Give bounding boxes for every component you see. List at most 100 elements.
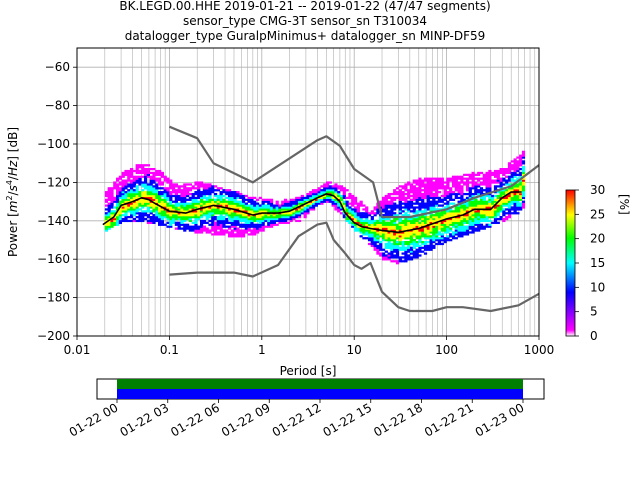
density-cell: [460, 175, 464, 178]
density-cell: [121, 192, 125, 196]
density-cell: [116, 204, 120, 207]
density-cell: [415, 198, 419, 201]
density-cell: [116, 200, 120, 203]
density-cell: [286, 217, 290, 221]
density-cell: [202, 212, 206, 215]
density-cell: [241, 214, 246, 217]
density-cell: [426, 216, 430, 219]
density-cell: [157, 194, 162, 198]
density-cell: [454, 214, 458, 217]
density-cell: [183, 183, 187, 186]
density-cell: [334, 187, 338, 190]
density-cell: [393, 254, 397, 257]
density-cell: [404, 235, 408, 238]
density-cell: [211, 189, 215, 192]
density-cell: [398, 229, 402, 232]
density-cell: [398, 208, 402, 211]
density-cell: [144, 192, 148, 196]
density-cell: [169, 217, 173, 221]
density-cell: [146, 191, 151, 194]
density-cell: [521, 191, 526, 194]
density-cell: [236, 204, 240, 207]
density-cell: [233, 206, 237, 209]
density-cell: [244, 198, 248, 201]
density-cell: [404, 225, 408, 228]
density-cell: [188, 229, 192, 232]
density-cell: [233, 198, 237, 201]
density-cell: [510, 175, 514, 178]
density-cell: [320, 198, 324, 201]
density-cell: [230, 200, 234, 203]
density-cell: [460, 177, 464, 180]
density-cell: [144, 169, 148, 173]
density-cell: [169, 214, 173, 217]
density-cell: [236, 229, 240, 232]
density-cell: [373, 237, 377, 240]
density-cell: [227, 200, 232, 203]
density-cell: [247, 233, 251, 236]
density-cell: [457, 229, 461, 232]
density-cell: [423, 202, 428, 205]
density-cell: [395, 252, 400, 255]
density-cell: [479, 214, 484, 217]
density-cell: [202, 200, 206, 203]
density-cell: [157, 191, 162, 194]
density-cell: [479, 192, 484, 196]
density-cell: [233, 233, 237, 236]
density-cell: [505, 181, 509, 184]
density-cell: [227, 221, 232, 224]
density-cell: [278, 204, 282, 207]
density-cell: [513, 164, 517, 167]
density-cell: [435, 192, 439, 196]
density-cell: [356, 216, 360, 219]
density-cell: [454, 194, 458, 198]
density-cell: [241, 204, 246, 207]
density-cell: [460, 223, 464, 226]
density-cell: [412, 219, 416, 223]
density-cell: [409, 246, 414, 249]
density-cell: [317, 189, 321, 192]
density-cell: [295, 202, 299, 205]
density-cell: [505, 200, 509, 203]
density-cell: [446, 237, 450, 240]
density-cell: [141, 189, 145, 192]
density-cell: [460, 233, 464, 236]
density-cell: [479, 183, 484, 186]
density-cell: [460, 192, 464, 196]
density-cell: [404, 192, 408, 196]
density-cell: [171, 191, 176, 194]
density-cell: [429, 227, 433, 230]
density-cell: [465, 210, 470, 213]
density-cell: [317, 192, 321, 196]
density-cell: [250, 204, 254, 207]
density-cell: [171, 194, 176, 198]
density-cell: [339, 196, 344, 200]
density-cell: [493, 171, 498, 175]
density-cell: [496, 202, 500, 205]
density-cell: [513, 173, 517, 176]
density-cell: [219, 198, 223, 201]
density-cell: [118, 192, 123, 196]
density-cell: [213, 192, 218, 196]
density-cell: [457, 235, 461, 238]
density-cell: [267, 221, 271, 224]
density-cell: [163, 196, 167, 200]
density-cell: [423, 191, 428, 194]
density-cell: [429, 189, 433, 192]
density-cell: [272, 206, 276, 209]
density-cell: [421, 217, 425, 221]
density-cell: [449, 179, 453, 182]
density-cell: [496, 191, 500, 194]
density-cell: [258, 219, 262, 223]
density-cell: [457, 233, 461, 236]
density-cell: [496, 169, 500, 173]
density-cell: [423, 233, 428, 236]
density-cell: [429, 240, 433, 244]
density-cell: [247, 206, 251, 209]
density-cell: [418, 189, 422, 192]
y-tick-label: −120: [37, 175, 70, 189]
density-cell: [278, 221, 282, 224]
density-cell: [457, 191, 461, 194]
density-cell: [255, 219, 260, 223]
density-cell: [325, 187, 330, 190]
